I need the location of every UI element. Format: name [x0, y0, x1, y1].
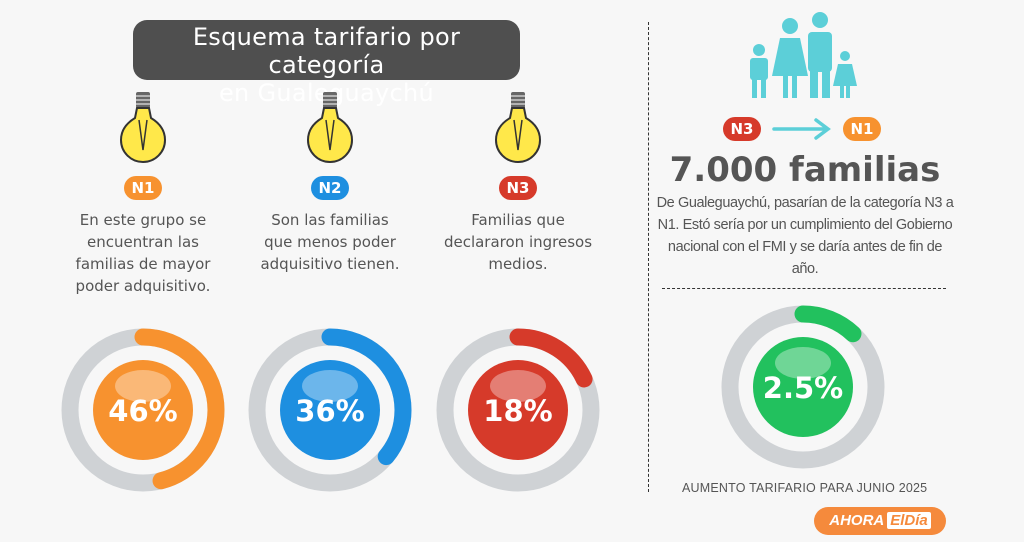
family-icon [750, 12, 857, 98]
category-badge: N1 [124, 176, 162, 200]
donut-center [753, 337, 853, 437]
donut-n1: 46% [61, 328, 225, 492]
donut-percent-label: 18% [483, 394, 552, 428]
donut-arc [248, 328, 412, 492]
arrow-right-icon [772, 118, 831, 140]
lightbulb-icon [119, 92, 167, 163]
headline: 7.000 familias [669, 150, 941, 190]
donut-percent-label: 46% [108, 394, 177, 428]
lightbulb-icon [306, 92, 354, 163]
lightbulb-icon [494, 92, 542, 163]
title-line-1: Esquema tarifario por categoría [192, 23, 461, 79]
from-badge: N3 [723, 117, 761, 141]
divider [648, 22, 649, 492]
category-description: Familias que declararon ingresos medios. [443, 211, 593, 273]
separator [662, 288, 946, 289]
logo: AHORA ElDía [814, 507, 946, 535]
category-badge: N2 [311, 176, 349, 200]
donut-increase: 2.5% [721, 305, 885, 469]
donut-highlight [302, 370, 358, 402]
donut-percent-label: 2.5% [763, 371, 843, 405]
donut-arc [61, 328, 225, 492]
donut-highlight [490, 370, 546, 402]
category-badge: N3 [499, 176, 537, 200]
category-description: En este grupo se encuentran las familias… [75, 211, 211, 295]
donut-arc [721, 305, 885, 469]
donut-n2: 36% [248, 328, 412, 492]
donut-center [93, 360, 193, 460]
donut-percent-label: 36% [295, 394, 364, 428]
donut-n3: 18% [436, 328, 600, 492]
page-title: Esquema tarifario por categoría en Guale… [133, 20, 520, 107]
donut-highlight [775, 347, 831, 379]
donut-arc [436, 328, 600, 492]
increase-caption: AUMENTO TARIFARIO PARA JUNIO 2025 [682, 481, 928, 495]
donut-center [468, 360, 568, 460]
to-badge: N1 [843, 117, 881, 141]
category-description: Son las familias que menos poder adquisi… [260, 211, 400, 273]
description: De Gualeguaychú, pasarían de la categorí… [656, 195, 954, 277]
donut-highlight [115, 370, 171, 402]
donut-center [280, 360, 380, 460]
